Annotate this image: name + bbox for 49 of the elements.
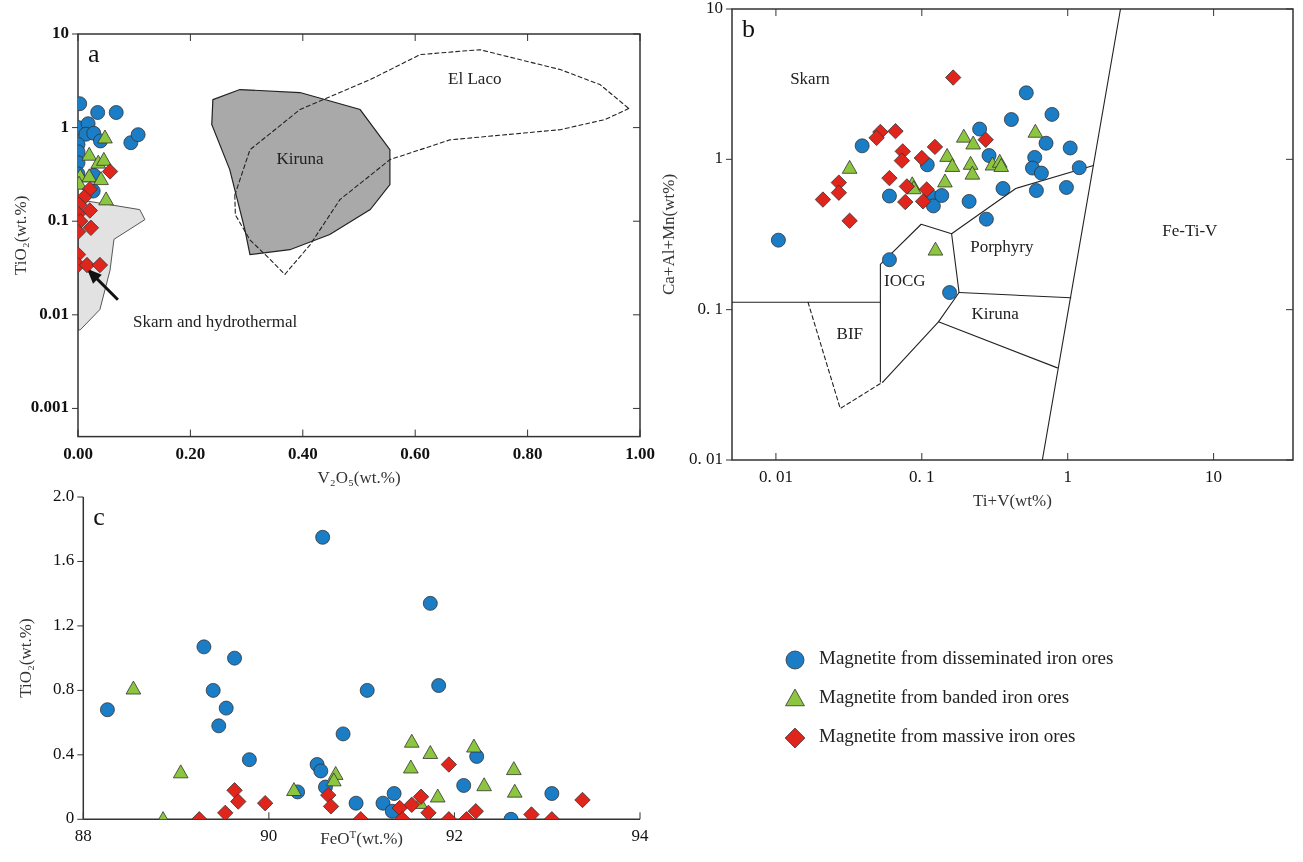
y-tick-label: 0 [65,808,75,828]
y-tick-label: 2.0 [53,485,75,505]
x-tick-label: 0.80 [512,443,543,463]
y-tick-label: 0.001 [30,397,69,417]
y-tick-label: 1.2 [53,614,75,634]
y-tick-label: 1 [60,116,69,136]
annotation: IOCG [884,270,926,290]
y-tick-label: 0.8 [53,679,75,699]
annotation: Fe-Ti-V [1162,220,1219,240]
x-axis-title: FeO$^{T}$(wt.%) [320,828,404,849]
annotation: Skarn [790,68,831,88]
x-tick-label: 0.00 [63,443,93,463]
x-tick-label: 0.60 [400,443,431,463]
x-axis-title: Ti+V(wt%) [973,491,1052,510]
y-tick-label: 0.4 [53,743,75,763]
chart-title: a [88,39,100,68]
y-tick-label: 1 [714,148,723,168]
x-tick-label: 10 [1205,467,1223,486]
chart-title: c [93,502,105,531]
y-axis-title: TiO₂(wt.%) [16,618,36,698]
annotation: Kiruna [971,303,1020,323]
y-tick-label: 0.01 [39,303,69,323]
legend-label: Magnetite from disseminated iron ores [819,647,1114,669]
x-tick-label: 94 [631,826,649,846]
annotation: Kiruna [276,148,325,168]
x-tick-label: 0. 1 [909,467,935,486]
legend-label: Magnetite from banded iron ores [819,686,1070,708]
y-axis-title: TiO₂(wt.%) [11,195,30,276]
annotation: El Laco [448,68,502,88]
y-tick-label: 0. 1 [697,298,723,318]
x-tick-label: 88 [74,826,92,846]
x-tick-label: 90 [260,826,278,846]
annotation: Skarn and hydrothermal [132,311,298,331]
x-tick-label: 0.40 [287,443,318,463]
x-axis-title: V₂O₅(wt.%) [317,467,401,487]
y-tick-label: 10 [52,22,69,42]
y-tick-label: 1.6 [53,550,75,570]
x-tick-label: 92 [445,826,463,846]
annotation: BIF [836,323,864,343]
legend-label: Magnetite from massive iron ores [819,725,1076,747]
y-tick-label: 10 [706,0,723,17]
y-tick-label: 0.1 [47,210,69,230]
x-tick-label: 1.00 [625,443,655,463]
annotation: Porphyry [970,236,1034,256]
chart-title: b [742,14,755,43]
y-axis-title: Ca+Al+Mn(wt%) [659,173,678,296]
x-tick-label: 0. 01 [758,467,793,486]
x-tick-label: 1 [1063,467,1072,486]
x-tick-label: 0.20 [175,443,206,463]
